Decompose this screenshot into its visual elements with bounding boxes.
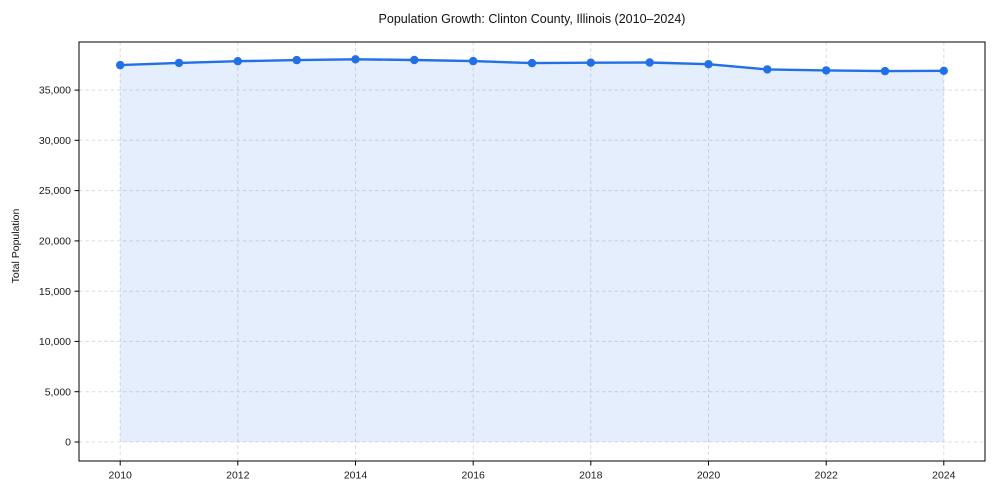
data-point	[763, 65, 772, 74]
x-tick-label: 2024	[932, 470, 956, 482]
x-tick-label: 2016	[462, 470, 486, 482]
tick-marks	[74, 89, 945, 466]
x-tick-label: 2012	[226, 470, 250, 482]
data-point	[351, 55, 360, 64]
y-tick-label: 0	[65, 437, 71, 449]
data-point	[469, 56, 478, 66]
data-point	[527, 58, 537, 68]
x-tick-label: 2022	[815, 470, 839, 482]
tick-labels: 0 5,000 10,000 15,000 20,000 25,000 30,000 35,0…	[39, 85, 956, 482]
chart-title: Population Growth: Clinton County, Illin…	[378, 12, 686, 26]
x-tick-label: 2020	[697, 470, 721, 482]
data-point	[645, 58, 654, 67]
data-point	[292, 55, 301, 65]
x-tick-label: 2014	[344, 470, 368, 482]
data-point	[822, 66, 831, 75]
plot-border	[78, 41, 986, 462]
data-point	[116, 60, 125, 70]
y-tick-label: 5,000	[45, 386, 71, 398]
y-tick-label: 35,000	[39, 85, 71, 97]
gridlines	[79, 42, 985, 461]
y-tick-label: 10,000	[39, 336, 71, 348]
y-tick-label: 15,000	[39, 286, 71, 298]
data-point	[174, 58, 184, 68]
area-fill	[120, 59, 944, 443]
data-points	[116, 55, 948, 76]
y-tick-label: 30,000	[39, 135, 71, 147]
data-point	[939, 66, 948, 76]
data-point	[410, 55, 419, 65]
data-point	[586, 58, 595, 67]
data-point	[233, 57, 242, 66]
y-tick-label: 20,000	[39, 236, 71, 248]
x-tick-label: 2018	[579, 470, 603, 482]
data-point	[704, 59, 713, 69]
y-tick-label: 25,000	[39, 185, 71, 197]
data-point	[880, 66, 890, 76]
x-tick-label: 2010	[109, 470, 133, 482]
